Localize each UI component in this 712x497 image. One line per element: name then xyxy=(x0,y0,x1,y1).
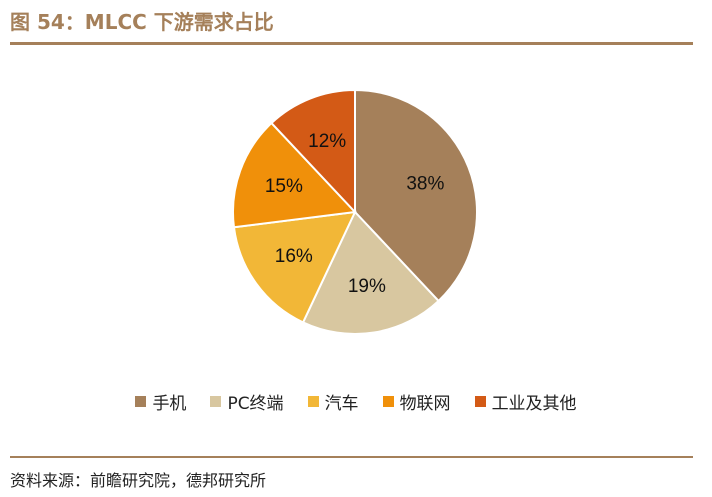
pie-chart: 38% 19% 16% 15% 12% xyxy=(232,88,478,335)
legend-item-3: 物联网 xyxy=(382,389,451,414)
pie-slice-3 xyxy=(232,121,358,229)
source-note: 资料来源：前瞻研究院，德邦研究所 xyxy=(10,471,267,490)
pie-slice-label-2: 16% xyxy=(275,246,313,267)
legend-swatch-1 xyxy=(210,396,222,407)
chart-legend: 手机 PC终端 汽车 物联网 工业及其他 xyxy=(0,389,712,414)
pie-slice-label-4: 12% xyxy=(308,131,346,152)
title-divider xyxy=(10,42,693,45)
legend-label-0: 手机 xyxy=(152,394,187,414)
source-divider xyxy=(10,456,693,458)
legend-item-1: PC终端 xyxy=(210,389,284,414)
legend-item-4: 工业及其他 xyxy=(474,389,577,414)
legend-swatch-3 xyxy=(382,396,394,407)
legend-label-3: 物联网 xyxy=(399,394,451,414)
legend-label-1: PC终端 xyxy=(227,394,284,414)
legend-swatch-0 xyxy=(135,396,147,407)
legend-swatch-2 xyxy=(307,396,319,407)
chart-title: 图 54：MLCC 下游需求占比 xyxy=(10,10,274,34)
pie-slice-label-0: 38% xyxy=(406,174,444,195)
pie-slice-label-3: 15% xyxy=(265,176,303,197)
pie-slice-4 xyxy=(270,88,356,215)
legend-swatch-4 xyxy=(474,396,486,407)
legend-label-4: 工业及其他 xyxy=(491,394,577,414)
pie-slice-2 xyxy=(232,210,357,324)
pie-slice-0 xyxy=(354,88,478,303)
legend-item-2: 汽车 xyxy=(307,389,359,414)
legend-item-0: 手机 xyxy=(135,389,186,414)
legend-label-2: 汽车 xyxy=(324,394,359,414)
pie-slice-label-1: 19% xyxy=(348,276,386,297)
pie-slice-1 xyxy=(301,210,440,335)
